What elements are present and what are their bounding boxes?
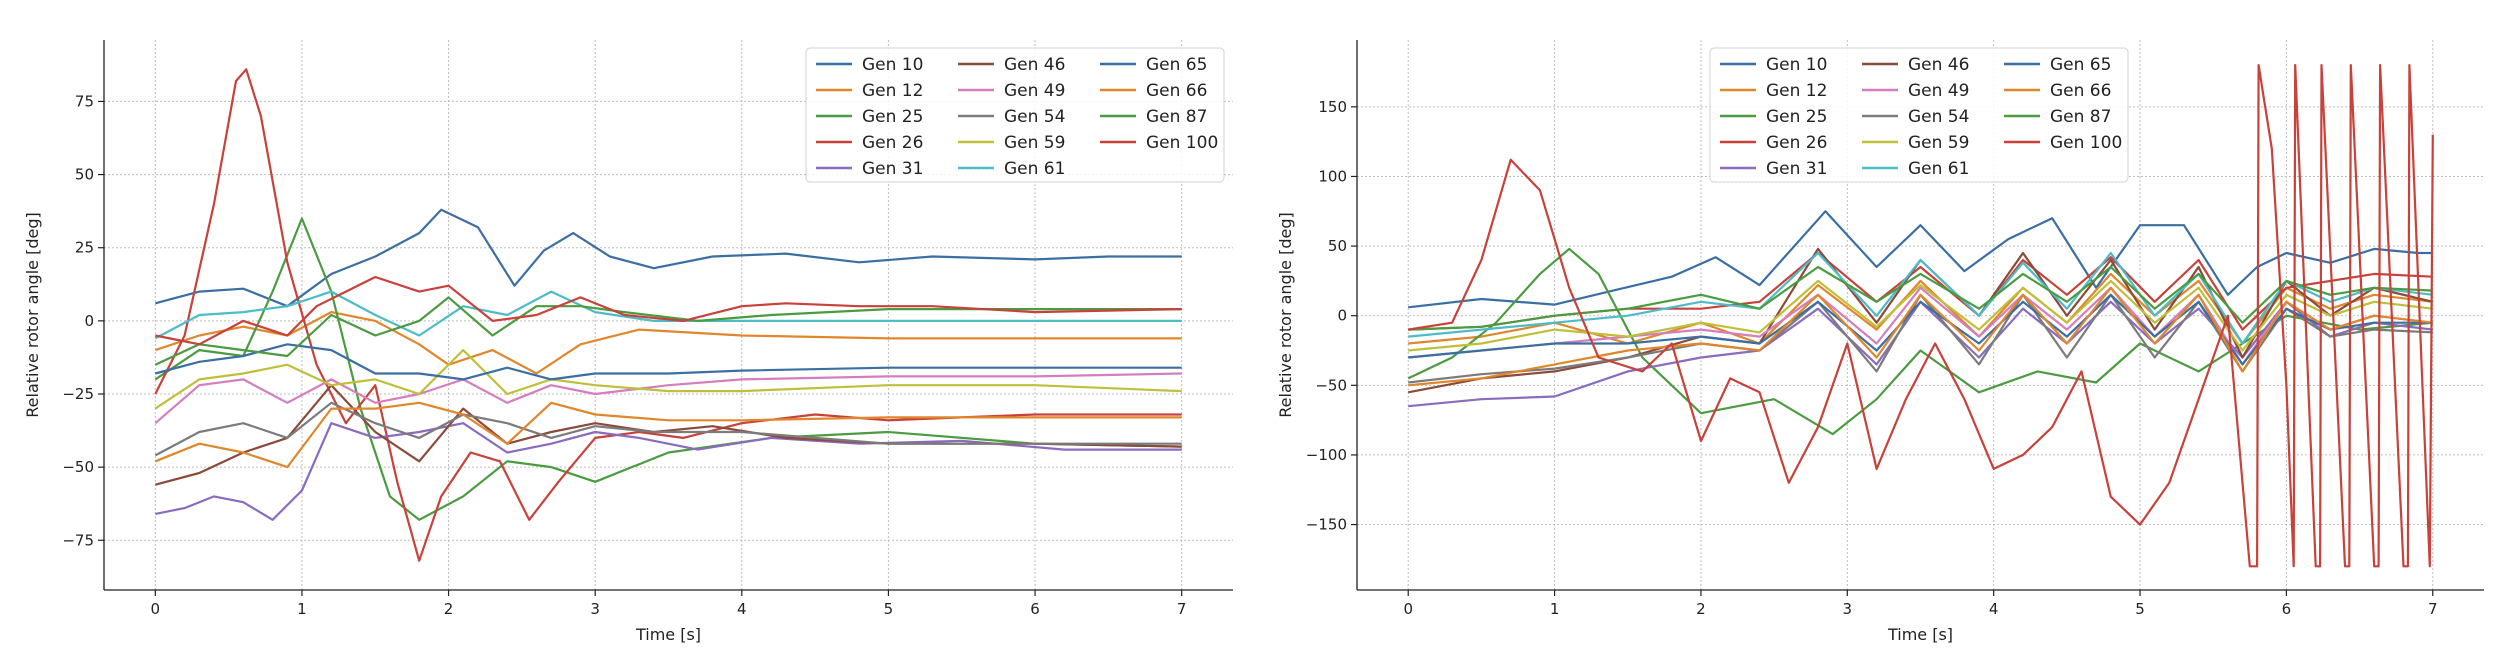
x-axis-label: Time [s] [1887,625,1953,644]
x-tick-label: 5 [2135,600,2145,618]
legend-label: Gen 61 [1908,159,1969,179]
series-line-gen-61 [154,290,1182,340]
x-tick-label: 3 [590,600,600,618]
y-tick-label: 50 [75,166,94,184]
legend-label: Gen 66 [2050,81,2111,101]
series-line-gen-87 [154,296,1182,366]
legend-box [805,47,1225,183]
series-line-gen-10 [1408,210,2433,309]
legend: Gen 10 Gen 12 Gen 25 Gen 26 Gen 31 Gen 46 Gen … [805,47,1225,183]
legend-label: Gen 87 [1146,107,1207,127]
series-line-gen-87 [1408,265,2433,331]
legend-label: Gen 61 [1004,159,1065,179]
series-line-gen-10 [155,208,1182,308]
legend-label: Gen 25 [862,107,923,127]
series-line-gen-54 [154,401,1182,457]
legend-label: Gen 59 [1004,133,1065,153]
y-tick-label: 0 [84,312,94,330]
y-tick-label: 25 [75,239,94,257]
legend-label: Gen 10 [1766,55,1827,75]
x-tick-label: 3 [1843,600,1853,618]
y-tick-label: −150 [1306,516,1347,534]
legend-label: Gen 100 [1146,133,1218,153]
series-line-gen-100 [1408,63,2434,568]
legend-label: Gen 31 [862,159,923,179]
series-line-gen-65 [155,343,1182,381]
series-line-gen-100 [155,275,1182,346]
x-tick-label: 1 [297,600,307,618]
y-tick-label: −50 [62,458,94,476]
legend-label: Gen 25 [1766,107,1827,127]
y-tick-label: 0 [1337,307,1347,325]
y-tick-label: 75 [75,92,94,110]
y-tick-label: 150 [1318,98,1347,116]
legend-label: Gen 100 [2050,133,2122,153]
right-chart: 0 1 2 3 4 5 6 7 −150 −100 −50 0 50 100 150 Time [s] Rela… [1276,40,2484,644]
legend-label: Gen 26 [862,133,923,153]
legend-label: Gen 26 [1766,133,1827,153]
y-tick-label: −75 [62,531,94,549]
legend-label: Gen 49 [1004,81,1065,101]
series-line-gen-49 [1408,286,2433,366]
legend-label: Gen 49 [1908,81,1969,101]
legend-label: Gen 10 [862,55,923,75]
series-line-gen-49 [154,372,1182,425]
y-axis-label: Relative rotor angle [deg] [1276,212,1295,417]
legend-label: Gen 12 [1766,81,1827,101]
legend-label: Gen 54 [1908,107,1969,127]
series-line-gen-59 [1408,279,2433,352]
x-tick-label: 7 [1177,600,1187,618]
y-tick-label: −100 [1306,446,1347,464]
legend-label: Gen 12 [862,81,923,101]
legend-label: Gen 65 [2050,55,2111,75]
legend-label: Gen 31 [1766,159,1827,179]
legend-label: Gen 59 [1908,133,1969,153]
legend-label: Gen 65 [1146,55,1207,75]
y-tick-label: −25 [62,385,94,403]
series-line-gen-61 [1408,251,2433,345]
x-tick-label: 6 [2282,600,2292,618]
series-line-gen-46 [1407,247,2434,394]
legend-label: Gen 46 [1908,55,1969,75]
series-line-gen-59 [154,349,1182,410]
left-chart: 0 1 2 3 4 5 6 7 −75 −50 −25 0 25 50 75 Time [s] Relative… [23,40,1233,644]
x-tick-label: 0 [1403,600,1413,618]
x-tick-label: 2 [444,600,454,618]
x-tick-label: 4 [1989,600,1999,618]
legend: Gen 10 Gen 12 Gen 25 Gen 26 Gen 31 Gen 46 Gen … [1709,47,2129,183]
x-axis-label: Time [s] [635,625,701,644]
x-tick-label: 5 [884,600,894,618]
y-axis-label: Relative rotor angle [deg] [23,212,42,417]
legend-label: Gen 46 [1004,55,1065,75]
x-tick-label: 6 [1030,600,1040,618]
x-tick-label: 0 [151,600,161,618]
series-line-gen-25 [1407,247,2433,436]
legend-label: Gen 54 [1004,107,1065,127]
series-line-gen-66 [154,401,1182,469]
legend-label: Gen 87 [2050,107,2111,127]
legend-box [1709,47,2129,183]
x-tick-label: 4 [737,600,747,618]
x-tick-label: 7 [2428,600,2438,618]
series-line-gen-31 [155,422,1182,521]
legend-label: Gen 66 [1146,81,1207,101]
x-tick-label: 2 [1696,600,1706,618]
y-tick-label: 100 [1318,167,1347,185]
y-tick-label: 50 [1328,237,1347,255]
x-tick-label: 1 [1550,600,1560,618]
series-line-gen-12 [1408,272,2433,345]
y-tick-label: −50 [1315,376,1347,394]
series-line-gen-66 [1408,286,2433,387]
